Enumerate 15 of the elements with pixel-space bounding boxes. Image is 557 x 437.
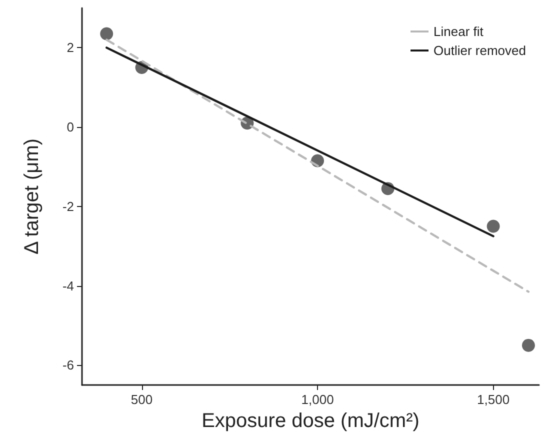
y-tick-label: -6 [62, 358, 74, 373]
x-tick-label: 500 [130, 392, 153, 407]
legend-label: Linear fit [434, 24, 484, 39]
y-tick-label: -4 [62, 278, 74, 294]
x-tick-label: 1,500 [477, 392, 510, 407]
point [486, 220, 500, 233]
y-tick-label: -2 [62, 198, 74, 214]
y-tick-label: 0 [66, 120, 74, 135]
point [100, 27, 114, 40]
y-axis-title: Δ target (μm) [21, 138, 43, 255]
x-tick-label: 1,000 [301, 392, 334, 407]
legend-label: Outlier removed [434, 43, 526, 58]
y-tick-label: 2 [66, 40, 74, 56]
point [522, 338, 535, 352]
x-axis-title: Exposure dose (mJ/cm²) [202, 410, 420, 432]
